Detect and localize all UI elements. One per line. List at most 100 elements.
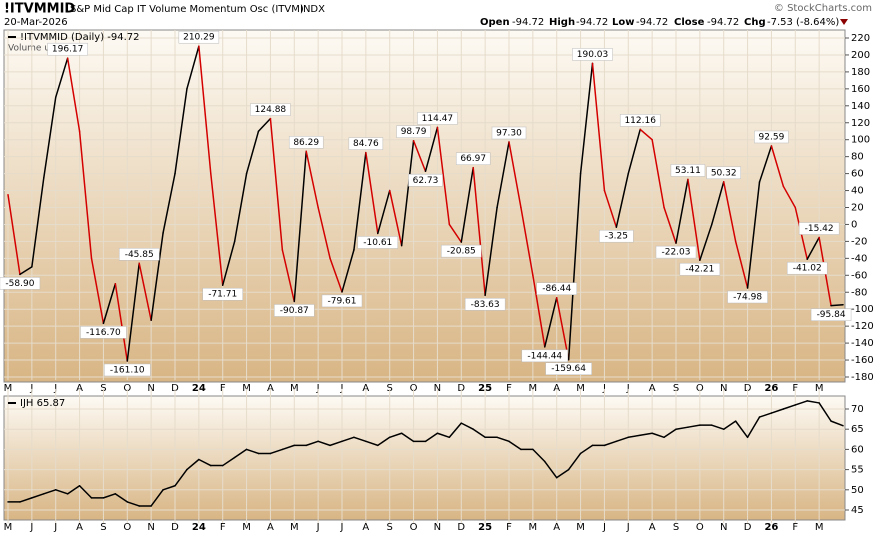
line-segment [794,400,808,406]
x-tick-label: O [696,383,704,394]
line-segment [675,426,689,430]
x-tick-label: M [4,522,13,533]
x-tick-label: O [123,383,131,394]
line-segment [377,189,391,235]
value-label-box [455,152,491,165]
line-segment [150,232,164,321]
x-tick-label: O [123,522,131,533]
value-label-box [408,174,443,187]
line-segment [54,489,69,495]
line-segment [448,422,463,439]
line-segment [377,436,391,447]
x-tick-label: M [576,383,585,394]
legend-label: IJH 65.87 [20,398,65,409]
line-segment [126,262,140,362]
line-segment [245,130,260,175]
line-segment [126,501,140,507]
value-label: -161.10 [110,365,145,375]
value-label: -22.03 [661,248,690,258]
line-segment [436,126,451,226]
y-tick-label: 120 [851,118,870,129]
value-label-box [80,326,127,339]
y-tick-label: 200 [851,50,870,61]
x-tick-label: A [649,383,656,394]
panel-upper [3,29,846,383]
value-label-box [118,248,160,261]
line-segment [591,62,606,192]
x-tick-label: S [100,522,106,533]
line-segment [782,404,797,410]
line-segment [210,172,224,286]
legend-label: !ITVMMID (Daily) -94.72 [20,32,140,43]
line-segment [770,408,785,414]
value-label: 66.97 [460,154,486,164]
line-segment [639,432,653,437]
date: 20-Mar-2026 [4,17,68,28]
y-tick-label: 45 [851,505,864,516]
x-tick-label: A [76,383,83,394]
line-segment [663,428,677,439]
line-segment [711,424,725,430]
line-segment [150,489,164,507]
line-segment [651,138,665,209]
line-segment [317,440,331,447]
line-segment [329,257,343,293]
value-label: 124.88 [255,105,287,115]
x-tick-label: J [340,522,344,533]
line-segment [102,493,117,499]
line-segment [460,166,474,243]
y-tick-label: 60 [851,444,864,455]
line-segment [162,485,176,491]
line-segment [43,489,57,495]
value-label: -71.71 [208,290,237,300]
value-label-box [47,42,88,56]
line-segment [66,485,81,495]
value-label: 50.32 [711,168,737,178]
y-tick-label: -100 [851,304,874,315]
x-tick-label: N [720,522,727,533]
y-tick-label: 40 [851,186,864,197]
x-tick-label: D [744,383,752,394]
value-label: -58.90 [5,279,34,289]
line-segment [19,266,33,276]
value-label-box [798,222,840,235]
line-segment [31,493,45,499]
value-label: 97.30 [496,128,522,138]
volume-note: Volume undef [8,44,71,54]
y-tick-label: 0 [851,219,857,230]
value-label-box [417,112,458,125]
y-tick-label: 180 [851,67,870,78]
value-label: -83.63 [471,300,500,310]
line-segment [722,181,737,243]
line-segment [436,432,451,439]
line-segment [400,139,415,247]
y-tick-label: -20 [851,236,867,247]
line-segment [627,434,641,439]
line-segment [639,128,653,141]
line-segment [365,151,379,235]
x-tick-label: J [29,383,33,394]
line-segment [555,468,570,479]
line-segment [544,296,558,348]
line-segment [233,448,248,459]
line-segment [78,130,93,260]
value-label-box [786,261,828,275]
value-label: 84.76 [353,139,379,149]
line-segment [305,150,319,209]
x-tick-label: J [53,383,57,394]
chg: -7.53 (-8.64%) [767,17,839,28]
value-label-box [396,125,431,138]
close-label: Close [674,17,705,28]
line-segment [532,274,546,348]
line-segment [746,416,761,439]
line-segment [388,432,403,439]
value-label: 196.17 [52,45,84,55]
x-tick-label: J [340,383,344,394]
value-label: -20.85 [447,247,476,257]
value-label-box [202,287,243,301]
line-segment [758,145,773,183]
x-tick-label: N [147,383,154,394]
copyright: © StockCharts.com [774,3,872,14]
